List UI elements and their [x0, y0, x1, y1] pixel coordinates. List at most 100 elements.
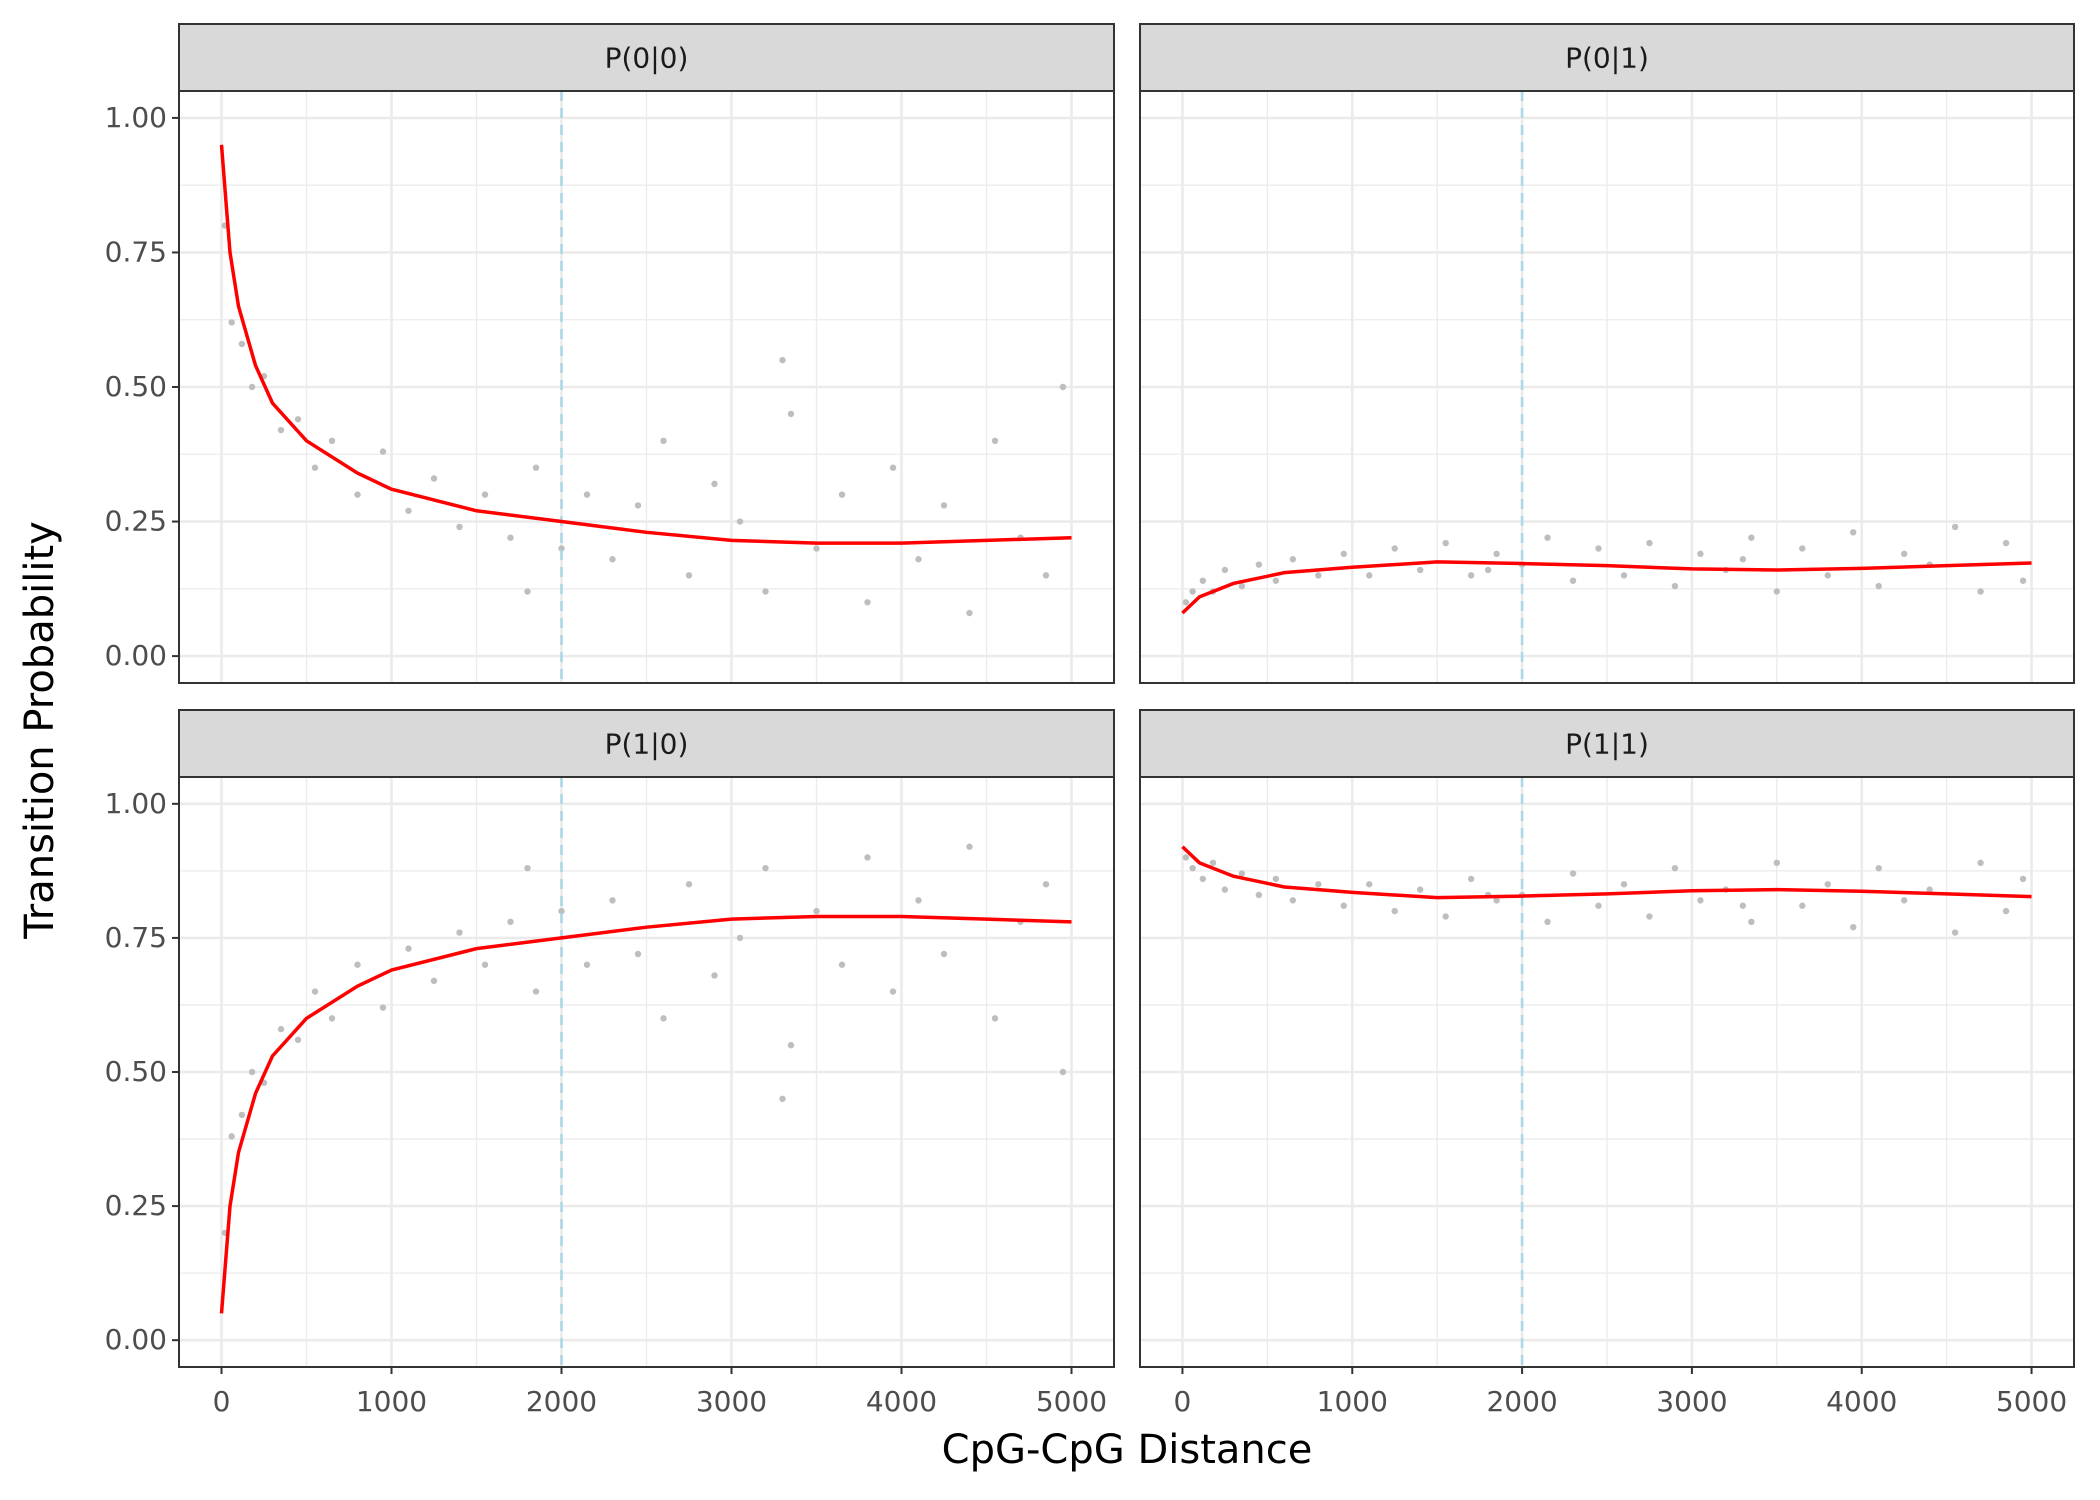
point — [1748, 918, 1755, 926]
x-tick-label: 1000 — [356, 1385, 427, 1418]
point — [430, 977, 438, 985]
point — [1255, 891, 1263, 899]
point — [1595, 545, 1602, 552]
point — [779, 356, 786, 364]
point — [634, 950, 642, 958]
plot-area — [219, 91, 1072, 683]
strip — [178, 23, 1115, 92]
x-tick-label: 5000 — [1036, 1385, 1107, 1418]
y-axis-title: Transition Probability — [17, 521, 63, 940]
x-axis-title: CpG-CpG Distance — [942, 1427, 1313, 1473]
point — [1697, 550, 1704, 558]
point — [456, 523, 463, 531]
point — [736, 518, 744, 525]
point — [1199, 577, 1207, 584]
point — [1493, 897, 1500, 904]
point — [583, 491, 591, 498]
point — [1442, 539, 1449, 547]
point — [248, 383, 256, 391]
point — [634, 502, 642, 509]
point — [1189, 864, 1196, 872]
point — [1289, 556, 1297, 563]
point — [405, 507, 412, 514]
point — [1272, 577, 1280, 584]
strip — [178, 709, 1115, 778]
point — [328, 1015, 336, 1022]
point — [405, 945, 412, 952]
point — [354, 961, 361, 968]
point — [1739, 902, 1747, 909]
point — [1773, 859, 1781, 867]
point — [1467, 875, 1475, 883]
x-tick-label: 1000 — [1317, 1385, 1388, 1418]
point — [507, 534, 514, 541]
point — [1977, 859, 1984, 867]
point — [685, 881, 693, 888]
point — [558, 545, 565, 552]
point — [1875, 864, 1882, 872]
point — [940, 502, 948, 509]
y-tick-label: 1.00 — [105, 787, 167, 820]
plot-area — [1181, 777, 2032, 1367]
point — [966, 609, 973, 617]
point — [609, 897, 616, 904]
smooth-line — [1181, 560, 2032, 615]
point — [277, 1025, 285, 1033]
point — [1951, 523, 1959, 531]
point — [507, 918, 514, 926]
point — [1850, 529, 1857, 536]
strip — [1139, 23, 2075, 92]
point — [532, 988, 540, 995]
panel-title: P(1|1) — [1565, 728, 1649, 761]
y-tick-label: 0.00 — [105, 1323, 167, 1356]
point — [1748, 534, 1755, 541]
x-tick-label: 0 — [1174, 1385, 1192, 1418]
point — [1926, 886, 1933, 893]
point — [1366, 881, 1373, 888]
point — [940, 950, 948, 958]
point — [1340, 902, 1347, 909]
point — [1951, 929, 1959, 936]
smooth-line — [219, 144, 1072, 545]
smooth-line — [219, 914, 1072, 1314]
point — [1272, 875, 1280, 883]
point — [481, 491, 489, 498]
point — [711, 480, 718, 488]
point — [1182, 854, 1190, 861]
point — [991, 1015, 999, 1022]
point — [1238, 582, 1246, 590]
point — [1900, 897, 1908, 904]
point — [294, 1036, 302, 1044]
point — [2019, 875, 2027, 883]
point — [228, 1133, 235, 1140]
point — [1417, 886, 1424, 893]
point — [277, 426, 285, 434]
point — [711, 972, 718, 979]
y-tick-label: 0.50 — [105, 1055, 167, 1088]
point — [328, 437, 336, 445]
point — [1773, 588, 1781, 595]
point — [2019, 577, 2027, 584]
point — [1493, 550, 1500, 558]
x-tick-label: 0 — [213, 1385, 231, 1418]
point — [813, 907, 820, 915]
point — [1620, 572, 1628, 579]
y-tick-label: 0.75 — [105, 235, 167, 268]
x-tick-label: 3000 — [696, 1385, 767, 1418]
point — [685, 572, 693, 579]
point — [248, 1068, 256, 1076]
point — [787, 1041, 795, 1049]
point — [736, 934, 744, 942]
point — [1238, 870, 1246, 877]
x-tick-label: 5000 — [1996, 1385, 2067, 1418]
point — [2002, 907, 2010, 915]
point — [889, 464, 897, 471]
panel-title: P(0|1) — [1565, 42, 1649, 75]
point — [787, 410, 795, 418]
point — [813, 545, 820, 552]
point — [481, 961, 489, 968]
point — [1391, 545, 1398, 552]
point — [1544, 534, 1551, 541]
